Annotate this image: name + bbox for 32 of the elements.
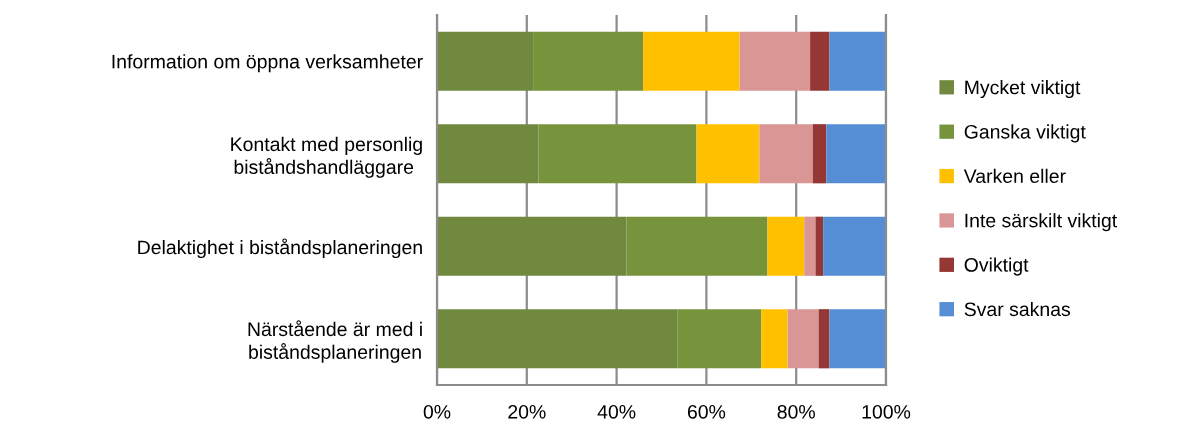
bar: [829, 31, 886, 91]
bar: [759, 124, 813, 184]
bar: [812, 124, 827, 184]
bar: [826, 124, 886, 184]
x-tick-label: 80%: [777, 404, 815, 419]
legend-label: Svar saknas: [964, 301, 1071, 317]
bar: [823, 216, 886, 276]
legend-label: Inte särskilt viktigt: [965, 213, 1118, 232]
x-tick-label: 40%: [597, 404, 636, 419]
x-tick-label: 100%: [862, 404, 911, 419]
bar: [815, 216, 824, 276]
bar: [787, 309, 819, 369]
x-tick-label: 60%: [687, 404, 726, 419]
legend-label: Mycket viktigt: [965, 80, 1081, 99]
bar: [818, 309, 830, 369]
x-tick-label: 0%: [423, 404, 451, 419]
y-tick-label: Närstående är med i biståndsplaneringen: [248, 320, 422, 363]
legend-label: Varken eller: [963, 168, 1066, 184]
bar: [829, 309, 886, 369]
bar: [767, 216, 805, 276]
bar: [761, 309, 788, 369]
y-tick-label: Information om öppna verksamheter: [112, 54, 423, 73]
x-tick-label: 20%: [508, 404, 546, 419]
bar: [739, 31, 811, 91]
legend-label: Oviktigt: [964, 257, 1029, 276]
y-tick-label: Delaktighet i biståndsplaneringen: [138, 238, 422, 259]
bar: [810, 31, 830, 91]
bar: [696, 124, 760, 184]
bar: [804, 216, 816, 276]
bar: [643, 31, 740, 91]
y-tick-label: Kontakt med personlig biståndshandläggare: [231, 136, 422, 178]
legend-label: Ganska viktigt: [964, 124, 1086, 143]
